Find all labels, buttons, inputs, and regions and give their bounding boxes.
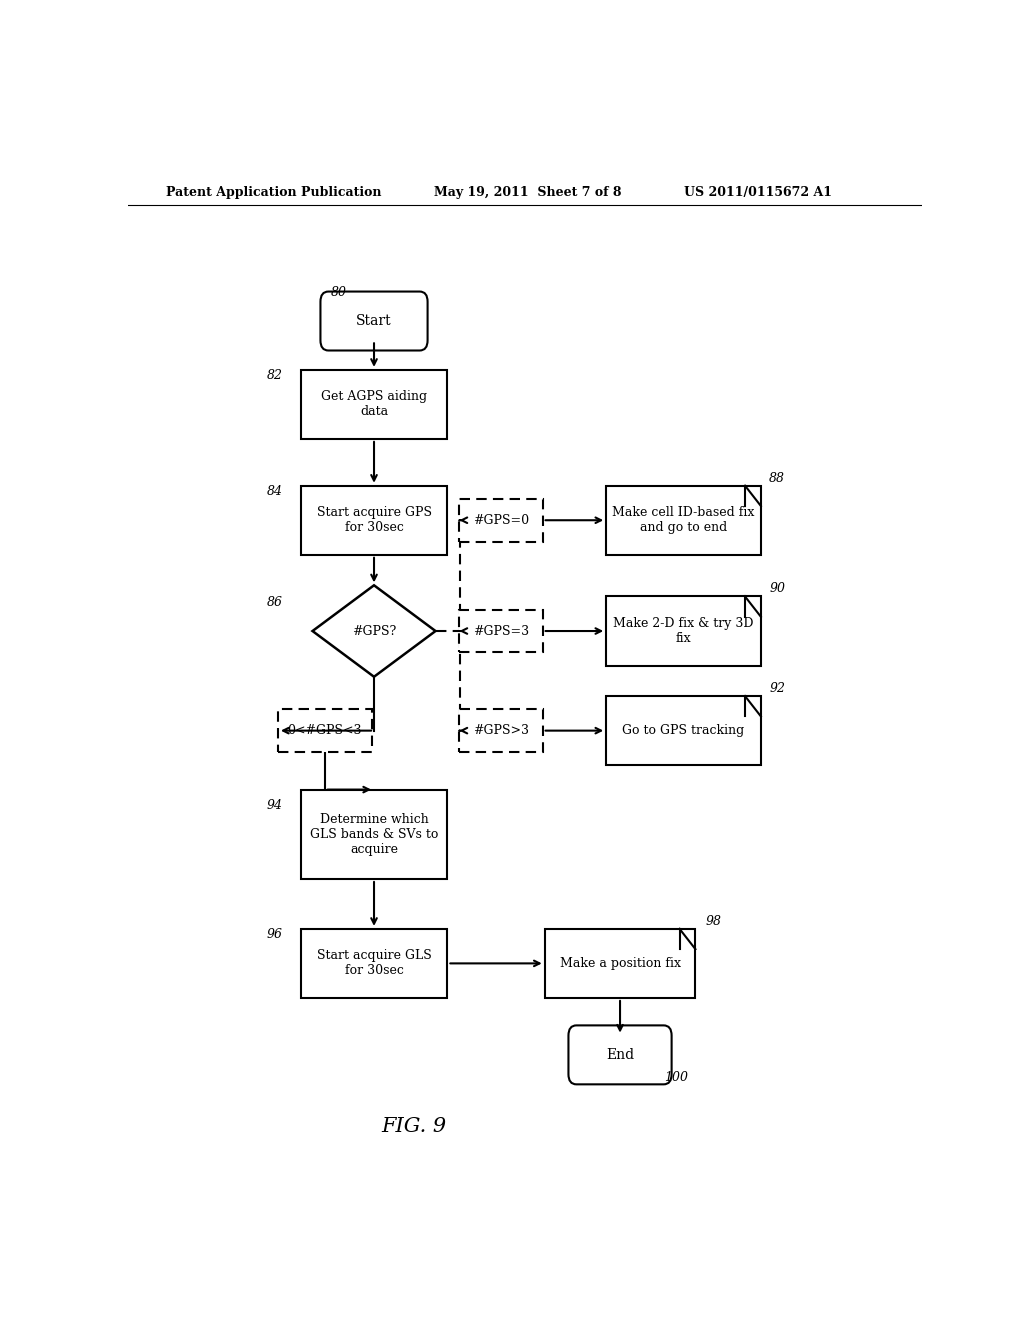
Bar <box>278 709 372 752</box>
Text: #GPS=0: #GPS=0 <box>473 513 529 527</box>
Text: Go to GPS tracking: Go to GPS tracking <box>623 725 744 737</box>
Bar <box>460 610 543 652</box>
Text: Start: Start <box>356 314 392 329</box>
Text: Get AGPS aiding
data: Get AGPS aiding data <box>321 391 427 418</box>
Bar <box>606 486 761 554</box>
Text: Make cell ID-based fix
and go to end: Make cell ID-based fix and go to end <box>612 507 755 535</box>
Text: 0<#GPS<3: 0<#GPS<3 <box>288 725 362 737</box>
Bar <box>301 789 447 879</box>
Text: Determine which
GLS bands & SVs to
acquire: Determine which GLS bands & SVs to acqui… <box>310 813 438 855</box>
Text: US 2011/0115672 A1: US 2011/0115672 A1 <box>684 186 831 199</box>
Bar <box>606 696 761 766</box>
Text: May 19, 2011  Sheet 7 of 8: May 19, 2011 Sheet 7 of 8 <box>433 186 621 199</box>
Bar <box>301 486 447 554</box>
Text: #GPS>3: #GPS>3 <box>473 725 529 737</box>
Text: Make a position fix: Make a position fix <box>559 957 681 970</box>
Text: 98: 98 <box>706 915 722 928</box>
Text: 80: 80 <box>331 285 346 298</box>
Bar <box>606 597 761 665</box>
Bar <box>301 370 447 440</box>
Text: 96: 96 <box>267 928 283 941</box>
Text: 88: 88 <box>769 471 785 484</box>
Bar <box>301 929 447 998</box>
Text: #GPS=3: #GPS=3 <box>473 624 529 638</box>
Text: End: End <box>606 1048 634 1061</box>
Text: 82: 82 <box>267 370 283 381</box>
Text: Make 2-D fix & try 3D
fix: Make 2-D fix & try 3D fix <box>613 616 754 645</box>
Polygon shape <box>312 585 435 677</box>
Text: #GPS?: #GPS? <box>352 624 396 638</box>
Bar <box>545 929 695 998</box>
Text: 94: 94 <box>267 799 283 812</box>
Text: 86: 86 <box>267 595 283 609</box>
Bar <box>460 709 543 752</box>
Bar <box>460 499 543 541</box>
Text: 100: 100 <box>664 1072 688 1084</box>
FancyBboxPatch shape <box>568 1026 672 1084</box>
Text: 90: 90 <box>769 582 785 595</box>
Text: Start acquire GPS
for 30sec: Start acquire GPS for 30sec <box>316 507 431 535</box>
FancyBboxPatch shape <box>321 292 428 351</box>
Text: FIG. 9: FIG. 9 <box>381 1117 446 1135</box>
Text: 84: 84 <box>267 484 283 498</box>
Text: Start acquire GLS
for 30sec: Start acquire GLS for 30sec <box>316 949 431 977</box>
Text: Patent Application Publication: Patent Application Publication <box>166 186 382 199</box>
Text: 92: 92 <box>769 682 785 696</box>
